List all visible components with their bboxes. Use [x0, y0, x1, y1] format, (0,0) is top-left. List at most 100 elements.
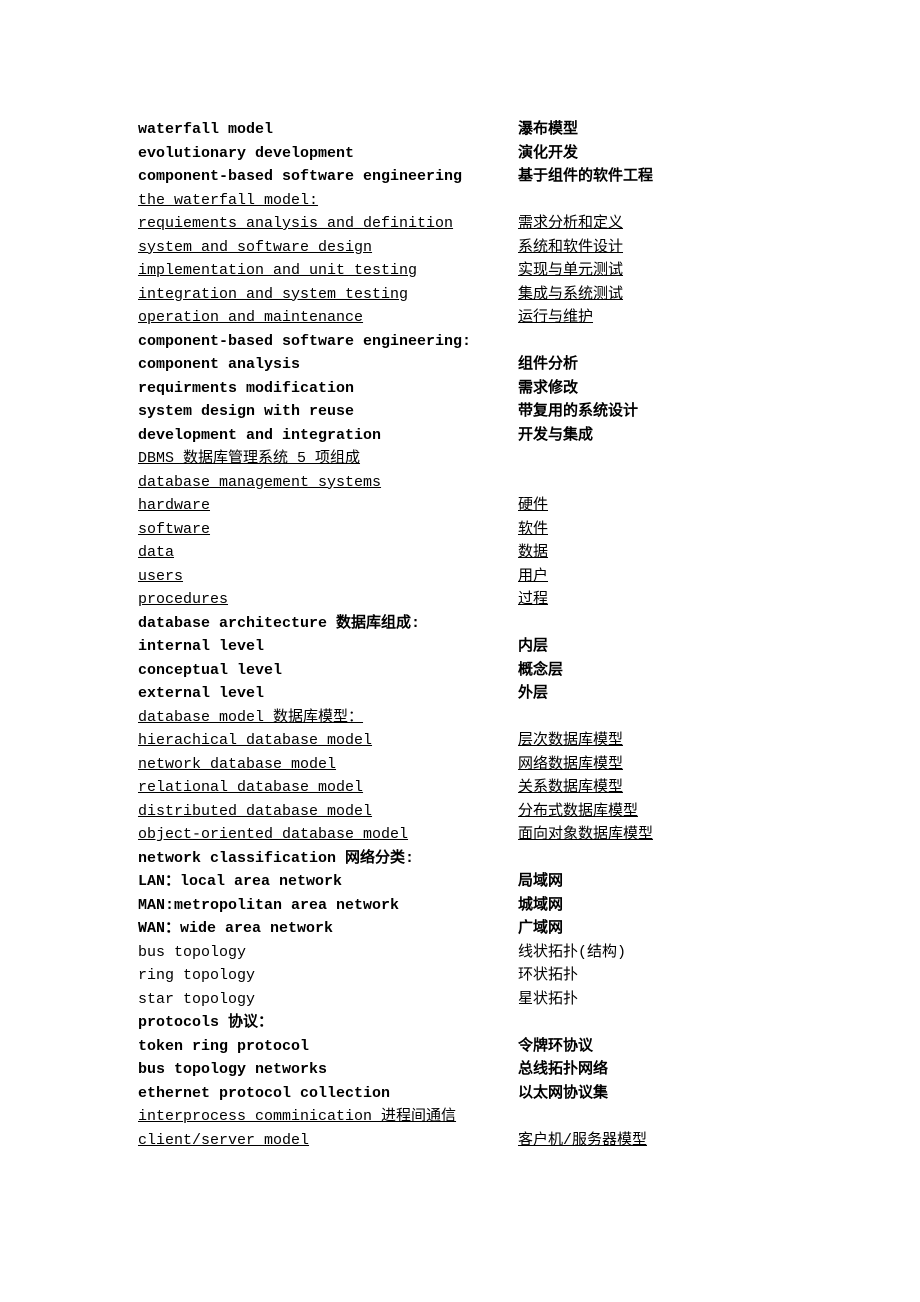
- term-english: database architecture 数据库组成:: [138, 612, 518, 636]
- term-english: waterfall model: [138, 118, 518, 142]
- term-chinese: 过程: [518, 588, 782, 612]
- term-chinese: 数据: [518, 541, 782, 565]
- term-english: requiements analysis and definition: [138, 212, 518, 236]
- term-english: implementation and unit testing: [138, 259, 518, 283]
- glossary-row: development and integration开发与集成: [138, 424, 782, 448]
- term-english: object-oriented database model: [138, 823, 518, 847]
- glossary-row: system and software design系统和软件设计: [138, 236, 782, 260]
- term-chinese: 软件: [518, 518, 782, 542]
- term-chinese: 线状拓扑(结构): [518, 941, 782, 965]
- glossary-row: object-oriented database model面向对象数据库模型: [138, 823, 782, 847]
- glossary-content: waterfall model瀑布模型evolutionary developm…: [138, 118, 782, 1152]
- term-chinese: 广域网: [518, 917, 782, 941]
- term-chinese: [518, 471, 782, 495]
- term-english: component analysis: [138, 353, 518, 377]
- term-chinese: 需求分析和定义: [518, 212, 782, 236]
- glossary-row: procedures过程: [138, 588, 782, 612]
- term-chinese: 带复用的系统设计: [518, 400, 782, 424]
- glossary-row: distributed database model分布式数据库模型: [138, 800, 782, 824]
- term-chinese: 集成与系统测试: [518, 283, 782, 307]
- glossary-row: data数据: [138, 541, 782, 565]
- term-chinese: 组件分析: [518, 353, 782, 377]
- glossary-row: client/server model客户机/服务器模型: [138, 1129, 782, 1153]
- glossary-row: database management systems: [138, 471, 782, 495]
- glossary-row: component analysis组件分析: [138, 353, 782, 377]
- term-chinese: 令牌环协议: [518, 1035, 782, 1059]
- term-english: system and software design: [138, 236, 518, 260]
- glossary-row: evolutionary development演化开发: [138, 142, 782, 166]
- term-chinese: 以太网协议集: [518, 1082, 782, 1106]
- term-english: hierachical database model: [138, 729, 518, 753]
- term-english: client/server model: [138, 1129, 518, 1153]
- term-chinese: [518, 1011, 782, 1035]
- term-chinese: [518, 189, 782, 213]
- term-english: interprocess comminication 进程间通信: [138, 1105, 518, 1129]
- term-english: WAN：wide area network: [138, 917, 518, 941]
- term-english: MAN:metropolitan area network: [138, 894, 518, 918]
- term-chinese: 环状拓扑: [518, 964, 782, 988]
- term-chinese: 网络数据库模型: [518, 753, 782, 777]
- term-english: software: [138, 518, 518, 542]
- term-english: system design with reuse: [138, 400, 518, 424]
- term-english: component-based software engineering:: [138, 330, 518, 354]
- term-english: component-based software engineering: [138, 165, 518, 189]
- glossary-row: bus topology线状拓扑(结构): [138, 941, 782, 965]
- term-english: database management systems: [138, 471, 518, 495]
- glossary-row: ring topology环状拓扑: [138, 964, 782, 988]
- glossary-row: ethernet protocol collection以太网协议集: [138, 1082, 782, 1106]
- term-chinese: [518, 706, 782, 730]
- glossary-row: conceptual level概念层: [138, 659, 782, 683]
- glossary-row: database architecture 数据库组成:: [138, 612, 782, 636]
- term-chinese: 硬件: [518, 494, 782, 518]
- term-chinese: [518, 847, 782, 871]
- term-english: external level: [138, 682, 518, 706]
- term-chinese: 分布式数据库模型: [518, 800, 782, 824]
- term-chinese: 运行与维护: [518, 306, 782, 330]
- term-english: users: [138, 565, 518, 589]
- term-english: LAN：local area network: [138, 870, 518, 894]
- term-chinese: [518, 330, 782, 354]
- glossary-row: MAN:metropolitan area network城域网: [138, 894, 782, 918]
- term-english: procedures: [138, 588, 518, 612]
- term-chinese: [518, 1105, 782, 1129]
- glossary-row: hierachical database model层次数据库模型: [138, 729, 782, 753]
- term-english: operation and maintenance: [138, 306, 518, 330]
- glossary-row: network classification 网络分类:: [138, 847, 782, 871]
- term-english: data: [138, 541, 518, 565]
- term-chinese: 客户机/服务器模型: [518, 1129, 782, 1153]
- term-chinese: 需求修改: [518, 377, 782, 401]
- glossary-row: implementation and unit testing实现与单元测试: [138, 259, 782, 283]
- term-chinese: 局域网: [518, 870, 782, 894]
- term-english: database model 数据库模型：: [138, 706, 518, 730]
- term-english: network classification 网络分类:: [138, 847, 518, 871]
- term-english: internal level: [138, 635, 518, 659]
- glossary-row: LAN：local area network局域网: [138, 870, 782, 894]
- glossary-row: component-based software engineering:: [138, 330, 782, 354]
- glossary-row: database model 数据库模型：: [138, 706, 782, 730]
- term-chinese: 瀑布模型: [518, 118, 782, 142]
- glossary-row: DBMS 数据库管理系统 5 项组成: [138, 447, 782, 471]
- term-english: distributed database model: [138, 800, 518, 824]
- term-chinese: 关系数据库模型: [518, 776, 782, 800]
- glossary-row: integration and system testing集成与系统测试: [138, 283, 782, 307]
- term-chinese: 总线拓扑网络: [518, 1058, 782, 1082]
- glossary-row: bus topology networks总线拓扑网络: [138, 1058, 782, 1082]
- term-english: protocols 协议：: [138, 1011, 518, 1035]
- term-english: network database model: [138, 753, 518, 777]
- term-english: development and integration: [138, 424, 518, 448]
- term-english: star topology: [138, 988, 518, 1012]
- glossary-row: component-based software engineering基于组件…: [138, 165, 782, 189]
- term-chinese: 实现与单元测试: [518, 259, 782, 283]
- glossary-row: hardware硬件: [138, 494, 782, 518]
- term-english: bus topology networks: [138, 1058, 518, 1082]
- glossary-row: the waterfall model:: [138, 189, 782, 213]
- glossary-row: users用户: [138, 565, 782, 589]
- glossary-row: interprocess comminication 进程间通信: [138, 1105, 782, 1129]
- term-english: DBMS 数据库管理系统 5 项组成: [138, 447, 518, 471]
- glossary-row: external level外层: [138, 682, 782, 706]
- glossary-row: operation and maintenance运行与维护: [138, 306, 782, 330]
- term-chinese: [518, 447, 782, 471]
- glossary-row: requiements analysis and definition需求分析和…: [138, 212, 782, 236]
- glossary-row: internal level内层: [138, 635, 782, 659]
- glossary-row: protocols 协议：: [138, 1011, 782, 1035]
